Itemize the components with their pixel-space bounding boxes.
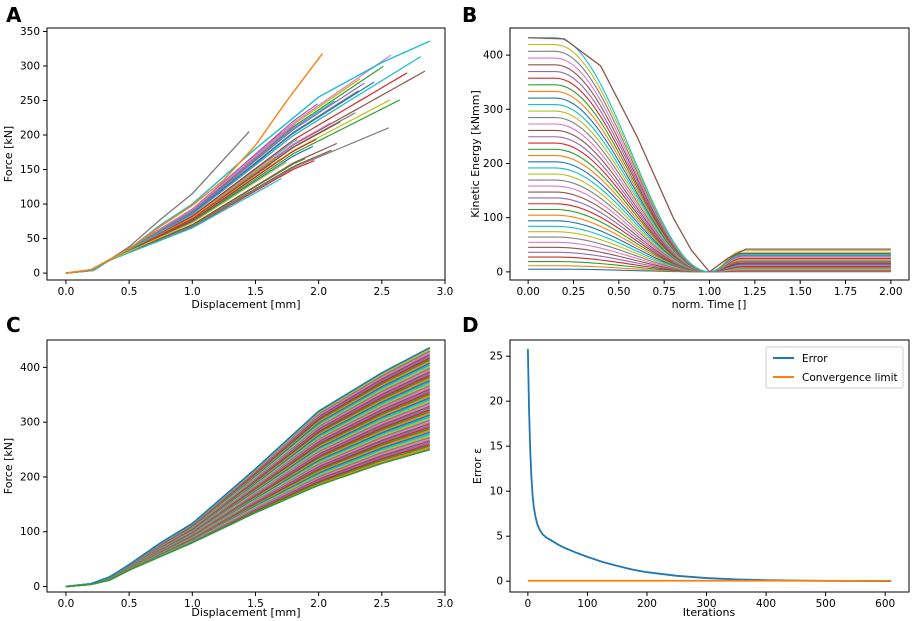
x-tick-label-a-3: 1.5 <box>247 286 264 298</box>
y-tick-label-c-1: 100 <box>20 526 40 538</box>
x-tick-label-c-1: 0.5 <box>121 598 138 610</box>
y-tick-label-b-3: 300 <box>483 104 503 116</box>
x-tick-label-b-2: 0.50 <box>607 286 630 298</box>
x-tick-label-c-5: 2.5 <box>373 598 390 610</box>
y-tick-label-a-3: 150 <box>20 164 40 176</box>
chart-panel-b: 0.00 0.25 0.50 0.75 1.00 1.25 1.50 1.75 2.00 0 100… <box>469 27 910 311</box>
x-tick-label-a-0: 0.0 <box>58 286 75 298</box>
x-tick-label-a-4: 2.0 <box>310 286 327 298</box>
x-tick-label-c-6: 3.0 <box>437 598 454 610</box>
x-tick-label-c-2: 1.0 <box>184 598 201 610</box>
plot-frame-c <box>46 339 446 593</box>
sample-curve-c-upper <box>65 347 431 588</box>
energy-curves-b <box>528 37 891 273</box>
x-tick-label-b-8: 2.00 <box>879 286 902 298</box>
x-tick-label-c-3: 1.5 <box>247 598 264 610</box>
chart-panel-c: 0.0 0.5 1.0 1.5 2.0 2.5 3.0 0 100 200 300 400 Displ… <box>2 339 453 619</box>
axes-d: 0 100 200 300 400 500 600 0 5 10 15 20 25 <box>490 351 896 610</box>
x-axis-label-b: norm. Time [] <box>672 298 747 311</box>
axes-c: 0.0 0.5 1.0 1.5 2.0 2.5 3.0 0 100 200 300 400 <box>20 362 453 610</box>
y-tick-label-a-1: 50 <box>27 233 40 245</box>
y-tick-label-d-1: 5 <box>496 531 503 543</box>
y-tick-label-c-4: 400 <box>20 362 40 374</box>
chart-panel-d: 0 100 200 300 400 500 600 0 5 10 15 20 25 Iterations… <box>471 339 910 619</box>
force-curves-c <box>65 346 431 588</box>
x-tick-label-d-2: 200 <box>637 598 657 610</box>
x-tick-label-a-2: 1.0 <box>184 286 201 298</box>
y-tick-label-b-1: 100 <box>483 212 503 224</box>
y-axis-label-b: Kinetic Energy [kNmm] <box>469 90 482 218</box>
y-tick-label-c-3: 300 <box>20 417 40 429</box>
y-tick-label-b-0: 0 <box>496 266 503 278</box>
legend-label-error: Error <box>802 353 828 365</box>
y-tick-label-b-2: 200 <box>483 158 503 170</box>
y-axis-label-c: Force [kN] <box>2 438 15 494</box>
x-tick-label-b-3: 0.75 <box>652 286 675 298</box>
panel-label-b: B <box>462 3 477 27</box>
x-axis-label-c: Displacement [mm] <box>191 606 300 619</box>
x-tick-label-a-6: 3.0 <box>437 286 454 298</box>
x-tick-label-d-3: 300 <box>696 598 716 610</box>
y-tick-label-a-6: 300 <box>20 60 40 72</box>
x-tick-label-d-1: 100 <box>577 598 597 610</box>
y-tick-label-c-2: 200 <box>20 471 40 483</box>
y-axis-label-a: Force [kN] <box>2 126 15 182</box>
legend-box <box>765 346 904 389</box>
x-tick-label-d-4: 400 <box>756 598 776 610</box>
x-tick-label-d-5: 500 <box>816 598 836 610</box>
y-tick-label-a-4: 200 <box>20 130 40 142</box>
x-tick-label-b-5: 1.25 <box>743 286 766 298</box>
legend-label-convergence-limit: Convergence limit <box>802 372 898 384</box>
x-tick-label-b-4: 1.00 <box>698 286 721 298</box>
sample-curve-b-max <box>528 37 891 273</box>
x-axis-label-d: Iterations <box>683 606 736 619</box>
sample-curve-a-orange <box>65 53 323 274</box>
x-tick-label-b-7: 1.75 <box>834 286 857 298</box>
x-tick-label-a-1: 0.5 <box>121 286 138 298</box>
x-tick-label-b-1: 0.25 <box>562 286 585 298</box>
y-tick-label-a-5: 250 <box>20 95 40 107</box>
plot-frame-d <box>509 339 910 593</box>
y-tick-label-d-0: 0 <box>496 576 503 588</box>
x-axis-label-a: Displacement [mm] <box>191 298 300 311</box>
sample-curve-c-lower <box>65 448 431 588</box>
error-curves-d <box>526 348 892 583</box>
y-tick-label-b-4: 400 <box>483 50 503 62</box>
panel-label-c: C <box>6 313 21 337</box>
axes-b: 0.00 0.25 0.50 0.75 1.00 1.25 1.50 1.75 2.00 0 100… <box>483 50 903 298</box>
x-tick-label-b-0: 0.00 <box>516 286 539 298</box>
force-curves-a <box>65 40 431 274</box>
y-tick-label-a-2: 100 <box>20 199 40 211</box>
x-tick-label-c-4: 2.0 <box>310 598 327 610</box>
y-axis-label-d: Error ε <box>471 448 484 484</box>
y-tick-label-d-5: 25 <box>490 351 503 363</box>
y-tick-label-d-3: 15 <box>490 441 503 453</box>
x-tick-label-b-6: 1.50 <box>788 286 811 298</box>
panel-label-a: A <box>6 3 22 27</box>
y-tick-label-c-0: 0 <box>33 581 40 593</box>
y-tick-label-d-2: 10 <box>490 486 503 498</box>
chart-panel-a: 0.0 0.5 1.0 1.5 2.0 2.5 3.0 0 50 100 150 200 250 300 3… <box>2 26 453 311</box>
x-tick-label-d-6: 600 <box>875 598 895 610</box>
y-tick-label-a-0: 0 <box>33 268 40 280</box>
legend-d: Error Convergence limit <box>765 346 904 389</box>
x-tick-label-a-5: 2.5 <box>373 286 390 298</box>
y-tick-label-a-7: 350 <box>20 26 40 38</box>
axes-a: 0.0 0.5 1.0 1.5 2.0 2.5 3.0 0 50 100 150 200 250 300 3… <box>20 26 453 298</box>
plot-frame-a <box>46 27 446 281</box>
y-tick-label-d-4: 20 <box>490 396 503 408</box>
x-tick-label-d-0: 0 <box>525 598 532 610</box>
x-tick-label-c-0: 0.0 <box>58 598 75 610</box>
panel-label-d: D <box>462 313 479 337</box>
